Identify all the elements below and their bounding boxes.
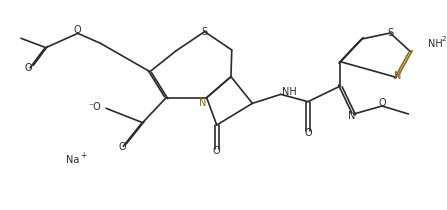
Text: 2: 2 [441,36,446,42]
Text: O: O [378,98,386,108]
Text: O: O [304,128,312,138]
Text: NH: NH [282,87,296,97]
Text: S: S [202,27,208,37]
Text: Na: Na [66,155,79,165]
Text: N: N [348,111,355,121]
Text: N: N [199,98,207,108]
Text: O: O [25,63,33,73]
Text: NH: NH [428,39,443,49]
Text: ⁻O: ⁻O [89,102,101,112]
Text: N: N [393,71,401,81]
Text: O: O [119,142,127,152]
Text: O: O [74,25,82,35]
Text: S: S [387,28,393,38]
Text: +: + [80,151,86,160]
Text: O: O [213,146,220,156]
